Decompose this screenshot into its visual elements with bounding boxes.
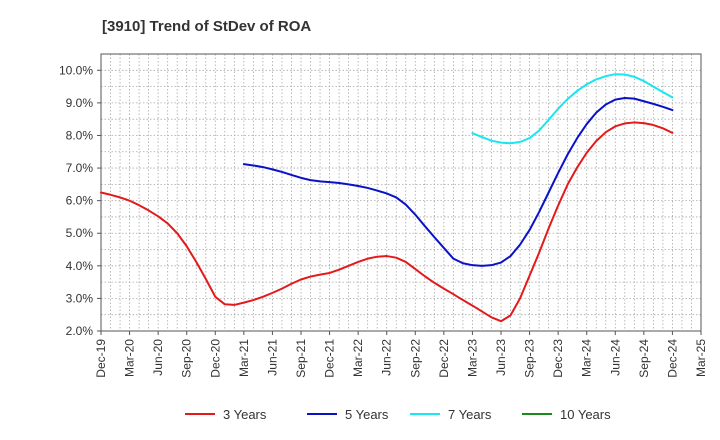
x-tick-label: Sep-23 <box>523 339 537 378</box>
y-tick-label: 2.0% <box>66 324 94 338</box>
y-tick-label: 7.0% <box>66 161 94 175</box>
y-tick-label: 3.0% <box>66 291 94 305</box>
legend-label-3-years: 3 Years <box>223 407 267 422</box>
x-tick-label: Sep-24 <box>637 339 651 378</box>
x-tick-label: Jun-23 <box>494 339 508 376</box>
x-tick-label: Jun-24 <box>608 339 622 376</box>
y-tick-label: 10.0% <box>59 63 93 77</box>
x-tick-label: Dec-23 <box>551 339 565 378</box>
x-tick-label: Jun-21 <box>265 339 279 376</box>
x-tick-label: Mar-20 <box>123 339 137 377</box>
x-tick-label: Jun-22 <box>380 339 394 376</box>
series-line-7-years <box>471 73 674 145</box>
legend-label-5-years: 5 Years <box>345 407 389 422</box>
x-tick-label: Sep-22 <box>408 339 422 378</box>
x-tick-label: Mar-21 <box>237 339 251 377</box>
x-tick-label: Mar-22 <box>351 339 365 377</box>
legend-label-7-years: 7 Years <box>448 407 492 422</box>
x-tick-label: Sep-20 <box>180 339 194 378</box>
plot-frame <box>100 53 702 332</box>
x-tick-label: Mar-23 <box>465 339 479 377</box>
chart-title: [3910] Trend of StDev of ROA <box>102 18 311 35</box>
y-tick-label: 6.0% <box>66 194 94 208</box>
x-tick-label: Sep-21 <box>294 339 308 378</box>
series-line-3-years <box>100 121 674 323</box>
x-tick-label: Mar-25 <box>694 339 708 377</box>
x-tick-label: Dec-21 <box>323 339 337 378</box>
x-tick-label: Jun-20 <box>151 339 165 376</box>
legend: 3 Years 5 Years 7 Years 10 Years <box>185 407 611 422</box>
x-tick-label: Dec-19 <box>94 339 108 378</box>
legend-label-10-years: 10 Years <box>560 407 611 422</box>
y-tick-label: 5.0% <box>66 226 94 240</box>
series-line-5-years <box>242 96 674 267</box>
y-tick-label: 4.0% <box>66 259 94 273</box>
y-tick-label: 8.0% <box>66 128 94 142</box>
plot-area: 2.0% 3.0% 4.0% 5.0% 6.0% 7.0% 8.0% 9.0% 10.0% Dec… <box>59 53 708 378</box>
x-tick-label: Mar-24 <box>580 339 594 377</box>
x-tick-label: Dec-22 <box>437 339 451 378</box>
x-tick-label: Dec-20 <box>208 339 222 378</box>
x-tick-label: Dec-24 <box>665 339 679 378</box>
y-tick-label: 9.0% <box>66 96 94 110</box>
